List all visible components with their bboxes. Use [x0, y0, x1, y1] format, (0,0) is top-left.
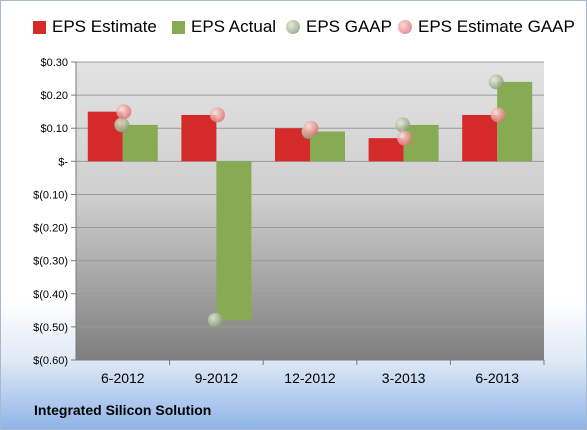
legend-item-eps-gaap: EPS GAAP — [286, 14, 392, 40]
legend-item-eps-estimate-gaap: EPS Estimate GAAP — [398, 14, 575, 40]
legend-swatch — [33, 20, 46, 34]
point-eps-estimate-gaap — [490, 107, 506, 123]
company-name: Integrated Silicon Solution — [34, 402, 212, 418]
x-tick-label: 9-2012 — [195, 370, 239, 386]
point-eps-estimate-gaap — [397, 130, 413, 146]
legend-label: EPS Actual — [191, 17, 277, 36]
legend-label: EPS GAAP — [306, 17, 392, 36]
y-tick-label: $- — [58, 156, 68, 168]
x-tick-label: 12-2012 — [284, 370, 336, 386]
bar-eps-actual — [310, 131, 345, 162]
y-tick-label: $(0.40) — [33, 289, 68, 301]
points-layer — [114, 74, 506, 328]
x-tick-label: 3-2013 — [382, 370, 426, 386]
legend-label: EPS Estimate — [52, 17, 157, 36]
point-eps-gaap — [207, 312, 223, 328]
bar-eps-estimate — [368, 138, 404, 162]
legend-marker — [398, 20, 412, 34]
plot-area — [76, 62, 544, 360]
point-eps-estimate-gaap — [303, 120, 319, 136]
y-tick-label: $(0.20) — [33, 223, 68, 235]
bar-eps-actual — [122, 124, 158, 162]
legend-item-eps-estimate: EPS Estimate — [33, 14, 157, 40]
point-eps-estimate-gaap — [116, 104, 132, 120]
legend: EPS Estimate EPS Actual EPS GAAP EPS Est… — [0, 14, 587, 40]
bars-layer — [87, 81, 533, 321]
legend-item-eps-actual: EPS Actual — [172, 14, 276, 40]
x-tick-label: 6-2013 — [475, 370, 519, 386]
legend-swatch — [172, 20, 185, 34]
axis-layer: $0.30 $0.20 $0.10 $- $(0.10) $(0.20) $(0.30) $(… — [33, 57, 545, 386]
y-tick-label: $0.30 — [40, 57, 68, 69]
legend-label: EPS Estimate GAAP — [418, 17, 575, 36]
y-tick-label: $0.10 — [40, 123, 68, 135]
bar-eps-estimate — [462, 114, 498, 162]
legend-marker — [286, 20, 300, 34]
bar-eps-estimate — [181, 114, 217, 162]
y-tick-label: $(0.50) — [33, 322, 68, 334]
y-tick-label: $(0.60) — [33, 355, 68, 367]
y-tick-label: $0.20 — [40, 90, 68, 102]
point-eps-estimate-gaap — [209, 107, 225, 123]
point-eps-gaap — [395, 117, 411, 133]
bar-eps-actual — [497, 81, 533, 162]
point-eps-gaap — [114, 117, 130, 133]
y-tick-label: $(0.30) — [33, 256, 68, 268]
y-tick-label: $(0.10) — [33, 189, 68, 201]
x-tick-label: 6-2012 — [101, 370, 145, 386]
point-eps-gaap — [488, 74, 504, 90]
bar-eps-actual — [216, 161, 252, 321]
